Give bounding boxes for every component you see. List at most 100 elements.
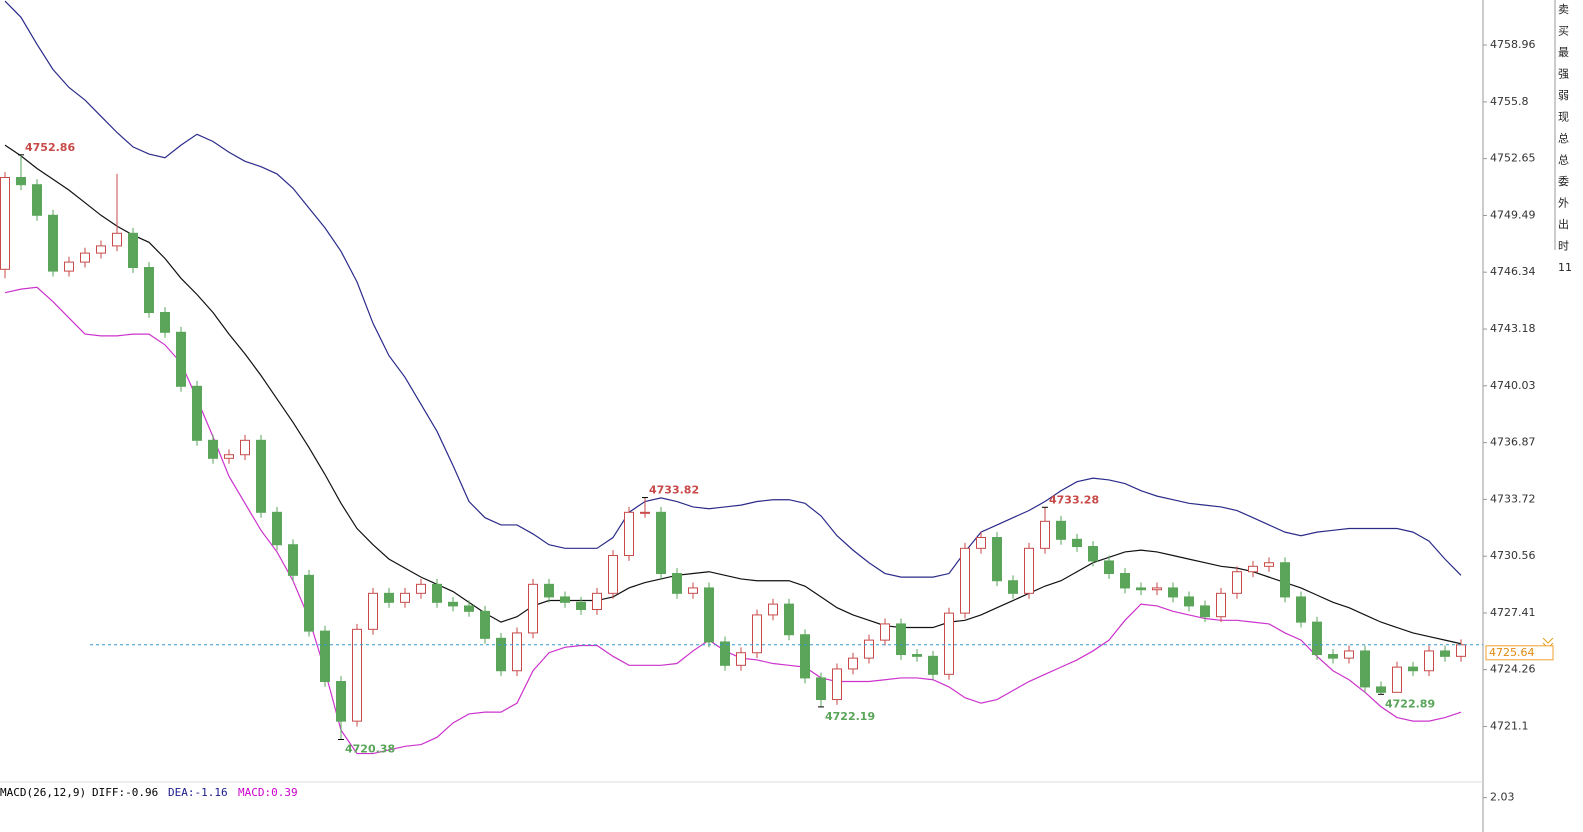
y-tick-label: 4727.41 [1490, 606, 1536, 619]
candle-body [848, 657, 858, 670]
side-label: 卖 [1558, 3, 1569, 16]
candle-body [1072, 538, 1082, 548]
candle-body [1408, 666, 1418, 672]
side-label: 委 [1558, 175, 1569, 188]
candle-body [256, 439, 266, 513]
candle-body [80, 252, 90, 263]
candle-body [320, 630, 330, 683]
candle-body [128, 232, 138, 269]
candle-body [624, 511, 634, 557]
macd-title: MACD(26,12,9) [0, 786, 86, 799]
candle-body [1184, 596, 1194, 607]
candle-body [656, 511, 666, 575]
extreme-label: 4722.89 [1385, 697, 1435, 710]
candle-body [800, 634, 810, 679]
candle-body [688, 587, 698, 594]
candle-body [352, 628, 362, 722]
candle-body [240, 439, 250, 456]
candle-body [1296, 596, 1306, 623]
indicator-line [4, 144, 1462, 645]
candle-body [160, 312, 170, 333]
candle-body [720, 641, 730, 666]
candle-body [176, 331, 186, 387]
current-price-box [1485, 645, 1554, 661]
candle-body [208, 439, 218, 459]
candle-body [288, 544, 298, 576]
candle-body [512, 632, 522, 672]
candle-body [400, 592, 410, 603]
candle-body [528, 583, 538, 634]
candle-body [1376, 686, 1386, 693]
candle-body [432, 583, 442, 603]
candle-body [1152, 587, 1162, 591]
extreme-label: 4720.38 [345, 742, 395, 755]
candle-body [16, 176, 26, 186]
candle-body [928, 655, 938, 675]
candle-body [1280, 562, 1290, 598]
candle-body [1136, 587, 1146, 591]
candle-body [1424, 650, 1434, 672]
candle-body [880, 623, 890, 641]
candle-body [1456, 644, 1466, 657]
extreme-label: 4722.19 [825, 710, 875, 723]
candle-body [992, 537, 1002, 582]
candle-body [448, 601, 458, 607]
candle-body [1088, 546, 1098, 562]
candle-body [1232, 571, 1242, 594]
candle-body [1200, 605, 1210, 618]
candle-body [832, 668, 842, 701]
candle-body [480, 610, 490, 639]
extreme-label: 4733.28 [1049, 493, 1099, 506]
candle-body [1440, 650, 1450, 657]
side-label: 时 [1558, 240, 1569, 253]
candle-body [192, 385, 202, 441]
candle-body [304, 574, 314, 632]
y-tick-label: 4749.49 [1490, 208, 1536, 221]
y-tick-label: 4733.72 [1490, 492, 1536, 505]
y-tick-label: 4752.65 [1490, 152, 1536, 165]
candle-body [560, 596, 570, 603]
extreme-label: 4733.82 [649, 484, 699, 497]
side-label: 外 [1558, 197, 1569, 210]
candle-body [672, 573, 682, 594]
candle-body [496, 637, 506, 672]
candle-body [1344, 650, 1354, 659]
extreme-label: 4752.86 [25, 141, 75, 154]
side-label: 总 [1558, 153, 1569, 167]
indicator-line [4, 286, 1462, 755]
candle-body [64, 261, 74, 272]
side-label: 出 [1558, 217, 1569, 231]
candle-body [96, 245, 106, 254]
candle-body [960, 547, 970, 614]
y-tick-label: 4721.1 [1490, 720, 1529, 733]
y-tick-label: 4758.96 [1490, 38, 1536, 51]
candle-body [912, 654, 922, 657]
candle-body [1040, 520, 1050, 549]
current-price-label: 4725.64 [1489, 646, 1535, 659]
candle-body [768, 603, 778, 616]
candle-body [736, 652, 746, 666]
candle-body [976, 537, 986, 549]
candle-body [1392, 666, 1402, 693]
y-tick-label: 4746.34 [1490, 265, 1536, 278]
candle-body [896, 623, 906, 656]
candle-body [48, 214, 58, 272]
candle-body [1328, 654, 1338, 659]
candle-body [384, 592, 394, 603]
candle-body [592, 592, 602, 611]
candle-body [752, 614, 762, 654]
side-label: 11 [1558, 261, 1572, 274]
y-tick-label: 4730.56 [1490, 549, 1536, 562]
side-label: 最 [1558, 46, 1569, 59]
candle-body [32, 184, 42, 216]
macd-value: MACD:0.39 [238, 786, 298, 799]
macd-diff: DIFF:-0.96 [92, 786, 158, 799]
candle-body [112, 232, 122, 247]
candle-body [144, 267, 154, 314]
candle-body [1056, 520, 1066, 540]
candle-body [640, 511, 650, 514]
candle-body [368, 592, 378, 630]
candle-body [1008, 580, 1018, 594]
